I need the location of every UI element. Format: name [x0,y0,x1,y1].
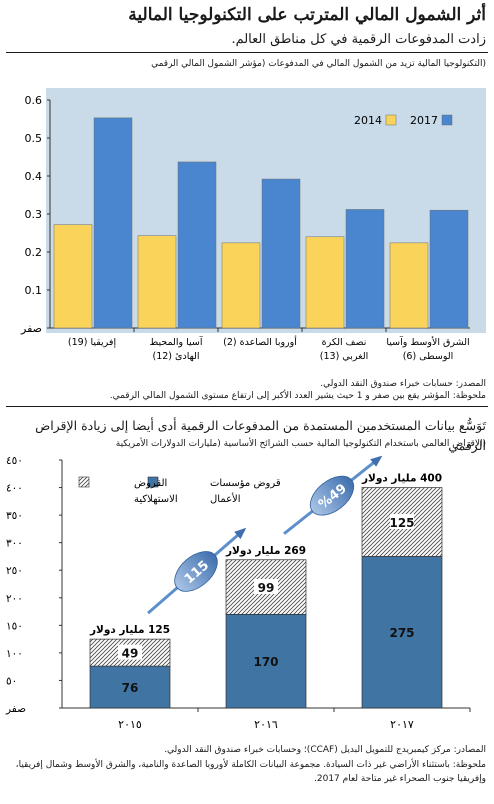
y-tick-label: ٣٥٠ [6,510,23,522]
divider [6,406,488,407]
x-tick-label: ٢٠١٥ [118,718,142,731]
legend-label: القروض [134,478,167,489]
y-tick-label: ٥٠ [6,675,17,687]
bar-2014 [389,242,429,329]
y-tick-label: 0.2 [25,246,43,259]
bar-2014 [53,224,93,329]
data-label: 76 [122,681,139,695]
bar-2014 [137,235,177,329]
chart1-source: المصدر: حسابات خبراء صندوق النقد الدولي. [320,379,486,389]
x-tick-label: الوسطى (6) [403,351,454,362]
y-tick-label: ١٥٠ [6,620,23,632]
bar-2017 [177,161,217,329]
chart2: صفر ٥٠ ١٠٠ ١٥٠ ٢٠٠ ٢٥٠ ٣٠٠ ٣٥٠ ٤٠٠ ٤٥٠ 76 49 125 ملي… [5,455,471,731]
x-tick-label: آسيا والمحيط [149,335,202,348]
y-tick-label: ٢٠٠ [6,593,23,605]
y-tick-label: صفر [20,322,42,335]
growth-badge [174,551,218,592]
x-tick-label: ٢٠١٦ [254,718,278,731]
chart1-caption: (التكنولوجيا المالية تزيد من الشمول الما… [151,59,486,69]
label-bg [118,644,142,660]
bar-2014 [221,242,261,329]
chart2-note: ملحوظة: باستثناء الأراضي غير ذات السيادة… [15,760,486,784]
data-label: 49 [122,647,139,661]
chart2-caption: (الإقراض العالمي باستخدام التكنولوجيا ال… [115,439,486,449]
bar-business-loans [361,556,443,709]
y-tick-label: صفر [5,703,26,715]
y-tick-label: ٢٥٠ [6,565,23,577]
y-tick-label: ٣٠٠ [6,538,23,550]
legend-swatch [147,476,159,488]
y-tick-label: 0.6 [25,94,43,107]
x-tick-label: الهادئ (12) [152,351,199,362]
y-tick-label: 0.4 [25,170,43,183]
chart1-note: ملحوظة: المؤشر يقع بين صفر و 1 حيث يشير … [109,391,486,401]
legend-label: الاستهلاكية [134,494,178,505]
bar-2014 [305,236,345,329]
bar-2017 [261,178,301,329]
growth-arrow-head [234,527,247,540]
growth-badge [309,475,355,516]
x-tick-label: إفريقيا (19) [68,337,117,348]
x-tick-label: الشرق الأوسط وآسيا [386,335,469,348]
x-tick-label: ٢٠١٧ [390,718,414,731]
data-label: 170 [253,655,278,669]
y-tick-label: ١٠٠ [6,648,23,660]
legend-label: 2017 [410,114,438,127]
total-label: 269 مليار دولار [225,545,306,557]
legend-label: قروض مؤسسات [210,478,281,489]
total-label: 125 مليار دولار [89,624,170,636]
bar-business-loans [89,665,171,709]
y-tick-label: ٤٠٠ [6,483,23,495]
data-label: 99 [258,581,275,595]
bar-2017 [429,209,469,329]
divider [6,52,488,53]
y-tick-label: 0.5 [25,132,43,145]
legend-swatch [385,114,397,126]
x-tick-label: أوروبا الصاعدة (2) [223,335,297,348]
label-bg [390,514,414,529]
label-bg [254,579,278,595]
chart1: صفر 0.1 0.2 0.3 0.4 0.5 0.6 إفريقيا (19) آسيا وا… [20,88,486,362]
legend-label: 2014 [354,114,382,127]
y-tick-label: 0.3 [25,208,43,221]
x-tick-label: الغربي (13) [320,351,368,362]
chart2-source: المصادر: مركز كيمبريدج للتمويل البديل (C… [164,745,486,755]
bar-2017 [93,117,133,329]
y-tick-label: 0.1 [25,284,43,297]
bar-2017 [345,209,385,329]
page-title: أثر الشمول المالي المترتب على التكنولوجي… [128,5,486,25]
data-label: 125 [389,516,414,530]
data-label: 275 [389,626,414,640]
legend-label: الأعمال [210,492,241,505]
legend-swatch [441,114,453,126]
total-label: 400 مليار دولار [361,473,442,485]
growth-arrow-head [370,455,383,467]
y-tick-label: ٤٥٠ [6,455,23,467]
chart2-title: تَوَسُّع بيانات المستخدمين المستمدة من ا… [35,418,486,453]
legend-swatch [78,476,90,488]
bar-consumer-loans [225,559,307,615]
page-subtitle: زادت المدفوعات الرقمية في كل مناطق العال… [231,32,486,47]
x-tick-label: نصف الكرة [322,337,367,348]
